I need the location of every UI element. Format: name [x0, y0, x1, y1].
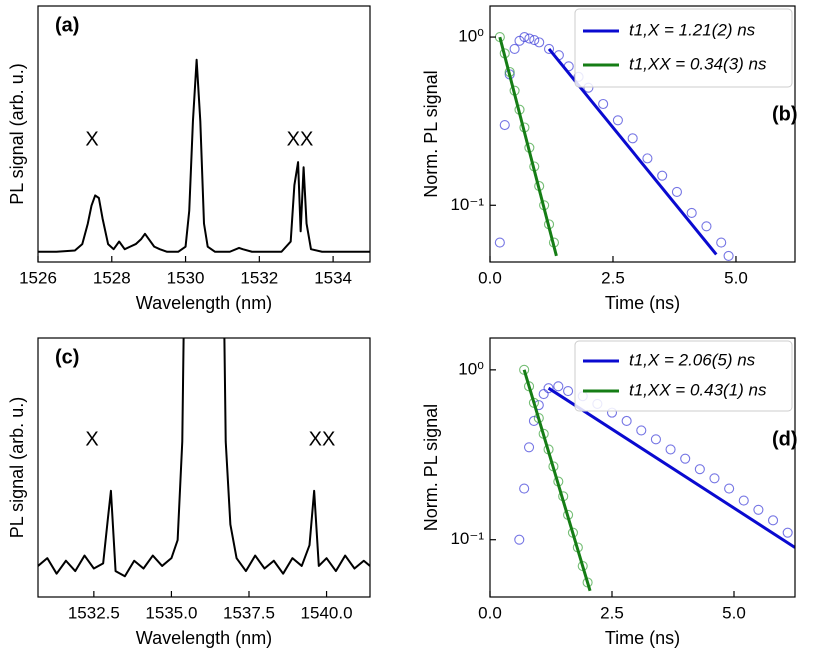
x-tick-label: 5.0 [724, 268, 748, 287]
axes-frame [37, 337, 371, 598]
axes-frame [37, 5, 371, 263]
x-tick-label: 0.0 [478, 603, 502, 622]
data-point [499, 119, 510, 131]
data-point [716, 237, 727, 248]
data-point [636, 425, 647, 436]
plot-area [38, 58, 370, 253]
x-tick-label: 1540.0 [301, 603, 353, 622]
y-axis-label: PL signal (arb. u.) [7, 63, 27, 204]
data-point [642, 153, 653, 164]
y-tick-label: 10⁰ [458, 359, 484, 378]
data-point [723, 250, 734, 261]
x-tick-label: 2.5 [600, 603, 624, 622]
annotation: (a) [55, 14, 79, 36]
data-point [543, 383, 554, 394]
data-point [519, 32, 530, 43]
x-tick-label: 1528 [93, 268, 131, 287]
plot-area [514, 364, 795, 592]
data-point [524, 33, 535, 44]
data-point [523, 442, 535, 453]
data-point [563, 386, 574, 397]
y-tick-label: 10⁰ [458, 27, 484, 46]
data-point [753, 504, 764, 515]
data-point [686, 207, 697, 219]
x-tick-label: 1532 [240, 268, 278, 287]
axes-frame [489, 337, 796, 598]
data-point [514, 534, 525, 545]
x-tick-label: 2.5 [601, 268, 625, 287]
data-point [612, 115, 623, 126]
annotation: X [85, 428, 98, 450]
data-point [782, 527, 793, 538]
x-axis-label: Wavelength (nm) [136, 628, 272, 648]
data-point [538, 389, 549, 400]
data-point [650, 434, 661, 445]
x-tick-label: 5.0 [722, 603, 746, 622]
spectrum-line [38, 58, 370, 253]
data-point [621, 415, 632, 427]
annotation: (d) [772, 428, 798, 450]
annotation: XX [287, 128, 314, 150]
x-tick-label: 1526 [19, 268, 57, 287]
spectrum-line [38, 338, 370, 578]
legend-label: t1,X = 2.06(5) ns [629, 350, 756, 369]
annotation: XX [309, 428, 336, 450]
annotation: (c) [55, 346, 79, 368]
data-point [553, 381, 564, 392]
y-axis-label: Norm. PL signal [421, 70, 441, 197]
x-axis-label: Wavelength (nm) [136, 293, 272, 313]
x-tick-label: 1537.5 [223, 603, 275, 622]
y-tick-label: 10⁻¹ [450, 529, 484, 548]
legend-label: t1,X = 1.21(2) ns [629, 20, 756, 39]
x-tick-label: 1532.5 [68, 603, 120, 622]
data-point [494, 237, 505, 248]
data-point [709, 473, 720, 484]
axes-frame [489, 5, 796, 263]
data-point [627, 133, 638, 144]
data-point [671, 186, 682, 198]
data-point [665, 444, 676, 455]
data-point [519, 483, 530, 494]
data-point [680, 453, 691, 464]
fit-line [498, 36, 558, 257]
legend-box [574, 340, 793, 412]
x-axis-label: Time (ns) [605, 293, 680, 313]
fit-line [522, 369, 592, 592]
legend-label: t1,XX = 0.34(3) ns [629, 54, 767, 73]
x-tick-label: 1530 [167, 268, 205, 287]
data-point [694, 464, 705, 475]
fit-line [547, 386, 795, 549]
data-point [598, 98, 609, 110]
plot-area [38, 338, 370, 578]
data-point [509, 43, 520, 54]
annotation: (b) [772, 103, 798, 125]
data-point [738, 495, 749, 506]
y-axis-label: PL signal (arb. u.) [7, 397, 27, 538]
data-point [534, 37, 545, 48]
y-tick-label: 10⁻¹ [450, 195, 484, 214]
x-tick-label: 0.0 [478, 268, 502, 287]
x-tick-label: 1534 [314, 268, 352, 287]
data-point [767, 515, 779, 526]
data-point [701, 221, 712, 232]
x-tick-label: 1535.0 [145, 603, 197, 622]
y-axis-label: Norm. PL signal [421, 404, 441, 531]
legend-box [574, 8, 793, 88]
data-point [543, 43, 555, 54]
data-point [724, 483, 735, 494]
data-point [529, 34, 540, 46]
data-point [657, 170, 668, 181]
legend-label: t1,XX = 0.43(1) ns [629, 380, 767, 399]
annotation: X [85, 128, 98, 150]
x-axis-label: Time (ns) [605, 628, 680, 648]
